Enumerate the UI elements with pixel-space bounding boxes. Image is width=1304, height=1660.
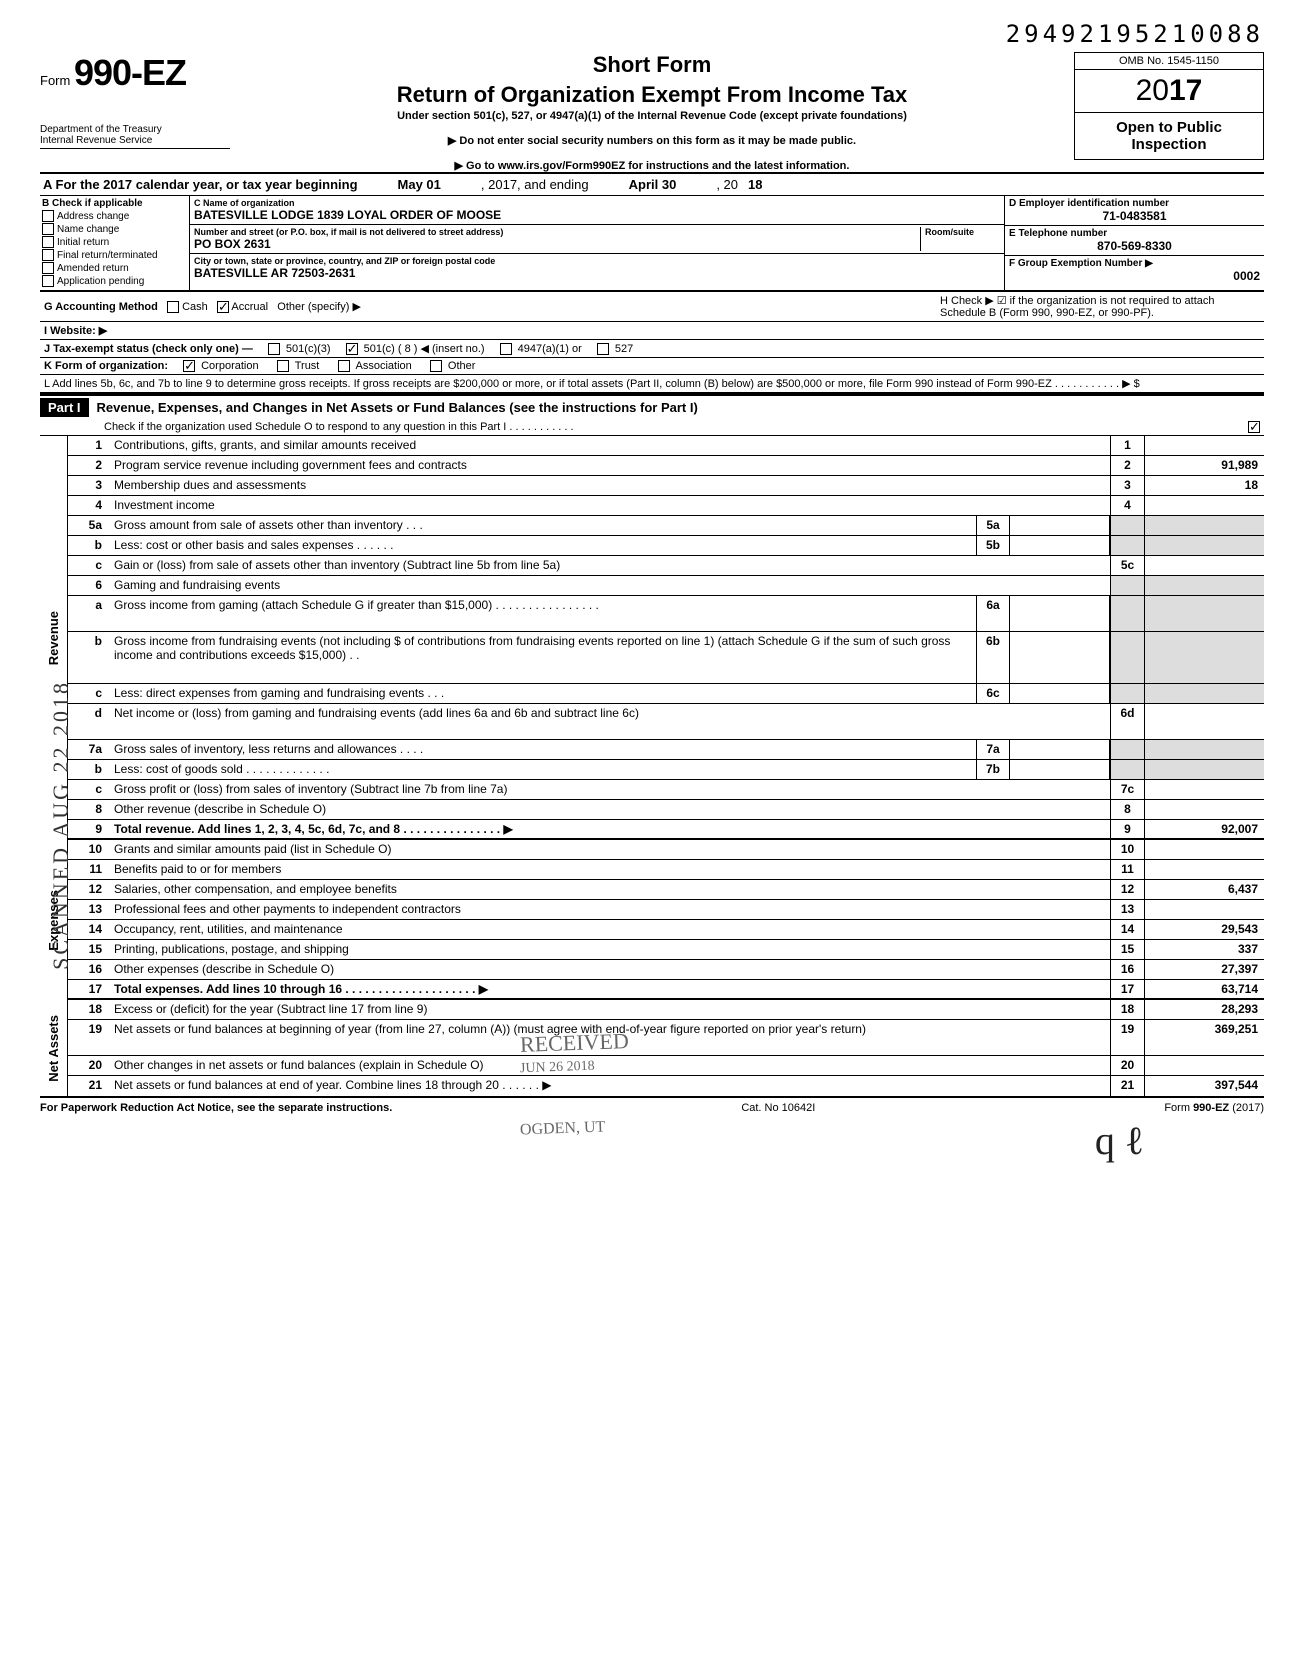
- open-to-public: Open to Public Inspection: [1074, 113, 1264, 160]
- line-i: I Website: ▶: [44, 324, 107, 337]
- line-7c: cGross profit or (loss) from sales of in…: [68, 780, 1264, 800]
- footer: For Paperwork Reduction Act Notice, see …: [40, 1096, 1264, 1114]
- box-d: D Employer identification number 71-0483…: [1005, 196, 1264, 226]
- chk-501c-other[interactable]: [346, 343, 358, 355]
- line-5b: bLess: cost or other basis and sales exp…: [68, 536, 1264, 556]
- line-a-prefix: A For the 2017 calendar year, or tax yea…: [43, 177, 358, 192]
- box-f: F Group Exemption Number ▶ 0002: [1005, 256, 1264, 285]
- line-2: 2Program service revenue including gover…: [68, 456, 1264, 476]
- line-k: K Form of organization: Corporation Trus…: [40, 358, 1264, 375]
- chk-sched-o[interactable]: [1248, 421, 1260, 433]
- line-5c: cGain or (loss) from sale of assets othe…: [68, 556, 1264, 576]
- part-1-title: Revenue, Expenses, and Changes in Net As…: [97, 400, 698, 415]
- tax-year: 2017: [1074, 70, 1264, 113]
- line-3: 3Membership dues and assessments318: [68, 476, 1264, 496]
- line-13: 13Professional fees and other payments t…: [68, 900, 1264, 920]
- right-block: OMB No. 1545-1150 2017 Open to Public In…: [1074, 52, 1264, 160]
- line-6b: bGross income from fundraising events (n…: [68, 632, 1264, 684]
- chk-501c3[interactable]: [268, 343, 280, 355]
- line-14: 14Occupancy, rent, utilities, and mainte…: [68, 920, 1264, 940]
- line-a-mid: , 2017, and ending: [481, 177, 589, 192]
- ogden-stamp: OGDEN, UT: [520, 1119, 606, 1140]
- line-a-suffix: , 20: [716, 177, 738, 192]
- line-6a: aGross income from gaming (attach Schedu…: [68, 596, 1264, 632]
- dln-number: 29492195210088: [40, 20, 1264, 48]
- part-1-header: Part I Revenue, Expenses, and Changes in…: [40, 394, 1264, 419]
- chk-final-return[interactable]: Final return/terminated: [42, 249, 187, 261]
- form-id-block: Form 990-EZ Department of the Treasury I…: [40, 52, 230, 149]
- line-7a: 7aGross sales of inventory, less returns…: [68, 740, 1264, 760]
- line-l: L Add lines 5b, 6c, and 7b to line 9 to …: [40, 375, 1264, 394]
- line-a: A For the 2017 calendar year, or tax yea…: [40, 172, 1264, 196]
- chk-initial-return[interactable]: Initial return: [42, 236, 187, 248]
- dept-line1: Department of the Treasury: [40, 124, 230, 135]
- title-block: Short Form Return of Organization Exempt…: [230, 52, 1074, 172]
- line-18: 18Excess or (deficit) for the year (Subt…: [68, 1000, 1264, 1020]
- instr-ssn: ▶ Do not enter social security numbers o…: [230, 134, 1074, 147]
- line-1: 1Contributions, gifts, grants, and simil…: [68, 436, 1264, 456]
- footer-center: Cat. No 10642I: [741, 1102, 815, 1114]
- line-20: 20Other changes in net assets or fund ba…: [68, 1056, 1264, 1076]
- box-c-name: C Name of organization BATESVILLE LODGE …: [190, 196, 1004, 225]
- dept-treasury: Department of the Treasury Internal Reve…: [40, 124, 230, 149]
- chk-accrual[interactable]: [217, 301, 229, 313]
- chk-application-pending[interactable]: Application pending: [42, 275, 187, 287]
- line-g-h: G Accounting Method Cash Accrual Other (…: [40, 292, 1264, 322]
- chk-association[interactable]: [338, 360, 350, 372]
- chk-4947[interactable]: [500, 343, 512, 355]
- sub-title: Under section 501(c), 527, or 4947(a)(1)…: [230, 110, 1074, 122]
- line-7b: bLess: cost of goods sold . . . . . . . …: [68, 760, 1264, 780]
- line-15: 15Printing, publications, postage, and s…: [68, 940, 1264, 960]
- line-g-label: G Accounting Method: [44, 301, 158, 313]
- chk-527[interactable]: [597, 343, 609, 355]
- line-5a: 5aGross amount from sale of assets other…: [68, 516, 1264, 536]
- box-c-city: City or town, state or province, country…: [190, 254, 1004, 282]
- chk-address-change[interactable]: Address change: [42, 210, 187, 222]
- footer-right: Form 990-EZ (2017): [1164, 1102, 1264, 1114]
- chk-cash[interactable]: [167, 301, 179, 313]
- line-a-end: April 30: [629, 177, 677, 192]
- initials-mark: q ℓ: [1095, 1117, 1144, 1164]
- line-6d: dNet income or (loss) from gaming and fu…: [68, 704, 1264, 740]
- line-12: 12Salaries, other compensation, and empl…: [68, 880, 1264, 900]
- line-h: H Check ▶ ☑ if the organization is not r…: [940, 294, 1260, 319]
- footer-left: For Paperwork Reduction Act Notice, see …: [40, 1102, 392, 1114]
- line-17: 17Total expenses. Add lines 10 through 1…: [68, 980, 1264, 1000]
- line-11: 11Benefits paid to or for members11: [68, 860, 1264, 880]
- line-a-yy: 18: [748, 177, 762, 192]
- omb-number: OMB No. 1545-1150: [1074, 52, 1264, 70]
- side-net-assets: Net Assets: [40, 1000, 68, 1096]
- main-title: Return of Organization Exempt From Incom…: [230, 82, 1074, 108]
- short-form-label: Short Form: [230, 52, 1074, 78]
- box-e: E Telephone number 870-569-8330: [1005, 226, 1264, 256]
- line-6: 6Gaming and fundraising events: [68, 576, 1264, 596]
- box-b-header: B Check if applicable: [42, 198, 187, 209]
- line-i-j: I Website: ▶: [40, 322, 1264, 340]
- line-6c: cLess: direct expenses from gaming and f…: [68, 684, 1264, 704]
- line-19: 19Net assets or fund balances at beginni…: [68, 1020, 1264, 1056]
- line-21: 21Net assets or fund balances at end of …: [68, 1076, 1264, 1096]
- line-9: 9Total revenue. Add lines 1, 2, 3, 4, 5c…: [68, 820, 1264, 840]
- chk-name-change[interactable]: Name change: [42, 223, 187, 235]
- line-16: 16Other expenses (describe in Schedule O…: [68, 960, 1264, 980]
- part-1-sched-o: Check if the organization used Schedule …: [40, 419, 1264, 436]
- chk-amended-return[interactable]: Amended return: [42, 262, 187, 274]
- chk-other-org[interactable]: [430, 360, 442, 372]
- chk-trust[interactable]: [277, 360, 289, 372]
- line-4: 4Investment income4: [68, 496, 1264, 516]
- part-1-label: Part I: [40, 398, 89, 417]
- line-j: J Tax-exempt status (check only one) — 5…: [40, 340, 1264, 358]
- instr-url: ▶ Go to www.irs.gov/Form990EZ for instru…: [230, 159, 1074, 172]
- box-c-street: Number and street (or P.O. box, if mail …: [190, 225, 1004, 254]
- form-number: 990-EZ: [74, 52, 186, 93]
- box-b: B Check if applicable Address change Nam…: [40, 196, 190, 290]
- chk-corporation[interactable]: [183, 360, 195, 372]
- form-word: Form: [40, 73, 70, 88]
- line-10: 10Grants and similar amounts paid (list …: [68, 840, 1264, 860]
- line-a-begin: May 01: [398, 177, 441, 192]
- scanned-stamp: SCANNED AUG 22 2018: [48, 680, 74, 970]
- line-8: 8Other revenue (describe in Schedule O)8: [68, 800, 1264, 820]
- dept-line2: Internal Revenue Service: [40, 135, 230, 146]
